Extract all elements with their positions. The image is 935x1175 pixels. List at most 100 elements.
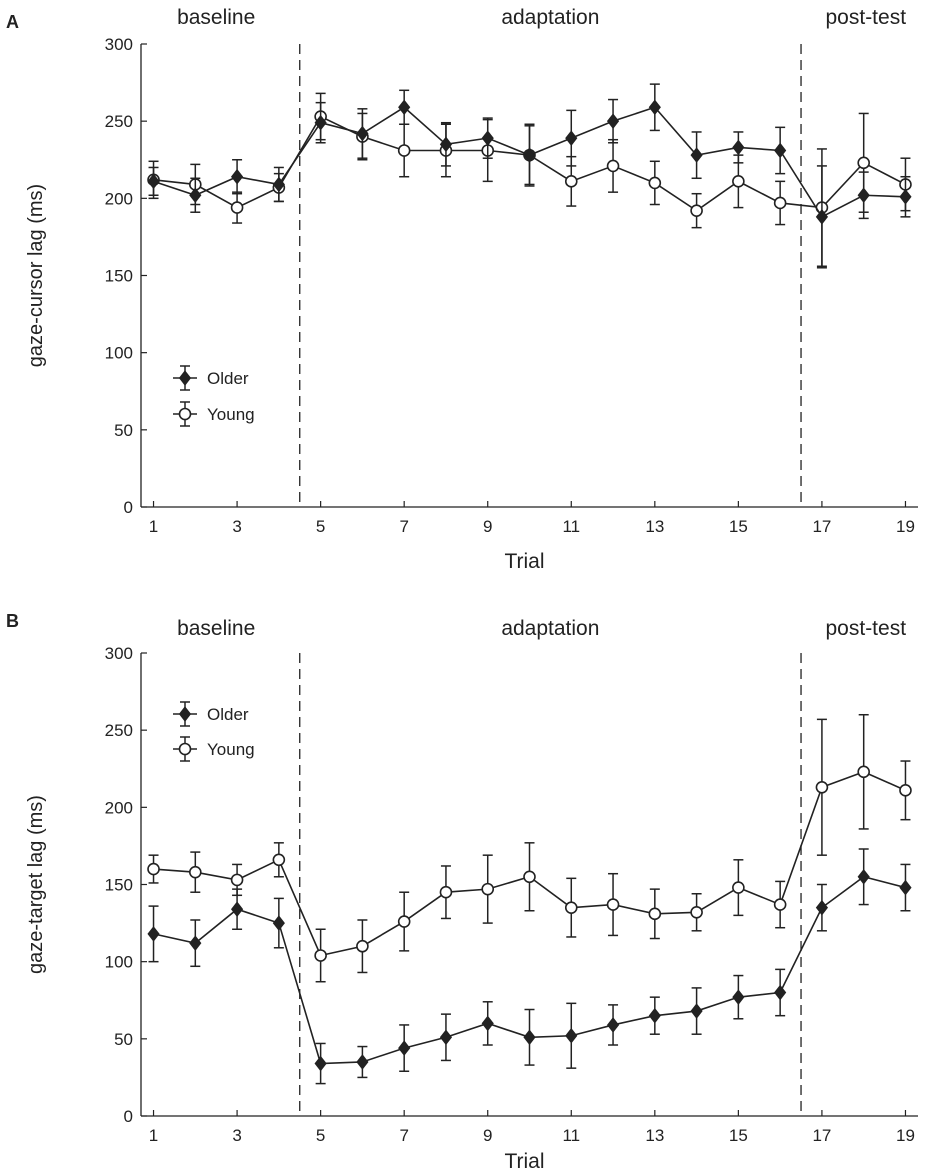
young-point	[564, 175, 578, 188]
young-point	[147, 862, 160, 876]
older-point	[272, 176, 285, 193]
x-tick-label: 5	[316, 517, 325, 536]
older-point	[272, 915, 285, 931]
older-point	[230, 168, 244, 185]
x-tick-label: 9	[483, 1126, 492, 1145]
older-point	[189, 187, 202, 204]
older-point	[147, 173, 160, 190]
y-tick-label: 0	[124, 498, 133, 517]
older-point	[774, 984, 787, 1001]
young-point	[648, 907, 662, 921]
x-tick-label: 17	[812, 1126, 831, 1145]
x-tick-label: 11	[562, 1126, 580, 1145]
y-tick-label: 50	[114, 1030, 133, 1049]
legend-label-young: Young	[207, 405, 255, 424]
legend-label-older: Older	[207, 369, 249, 388]
y-axis-label: gaze-target lag (ms)	[25, 795, 47, 974]
y-tick-label: 100	[105, 344, 133, 363]
phase-label-adaptation: adaptation	[501, 617, 599, 640]
x-tick-label: 7	[399, 1126, 408, 1145]
legend-marker-circle	[178, 742, 192, 756]
older-point	[356, 125, 369, 142]
legend-marker-diamond	[178, 370, 192, 386]
older-point	[774, 142, 787, 159]
young-point	[272, 853, 286, 867]
older-point	[565, 1027, 578, 1044]
older-point	[523, 1029, 536, 1046]
older-point	[481, 1015, 494, 1032]
young-point	[230, 873, 244, 887]
young-point	[690, 204, 703, 217]
x-tick-label: 3	[232, 1126, 241, 1145]
x-tick-label: 11	[562, 517, 580, 536]
y-tick-label: 0	[124, 1107, 133, 1126]
young-point	[732, 175, 745, 188]
y-tick-label: 100	[105, 953, 133, 972]
young-point	[732, 881, 745, 894]
x-axis-label: Trial	[504, 1150, 544, 1173]
phase-label-baseline: baseline	[177, 6, 255, 29]
older-point	[314, 1055, 327, 1072]
older-point	[815, 209, 829, 225]
legend-label-older: Older	[207, 705, 249, 724]
young-point	[690, 905, 703, 919]
legend-label-young: Young	[207, 740, 255, 759]
older-point	[899, 188, 912, 205]
legend-marker-diamond	[178, 706, 192, 722]
older-point	[314, 114, 327, 131]
y-tick-label: 200	[105, 189, 133, 208]
x-tick-label: 19	[896, 1126, 915, 1145]
series-young	[147, 713, 912, 983]
young-point	[648, 176, 662, 190]
x-tick-label: 5	[316, 1126, 325, 1145]
y-tick-label: 250	[105, 721, 133, 740]
legend-marker-circle	[178, 407, 192, 421]
y-tick-label: 250	[105, 112, 133, 131]
older-point	[439, 136, 453, 153]
older-point	[398, 1040, 411, 1056]
y-tick-label: 300	[105, 35, 133, 54]
legend: Older Young	[173, 365, 255, 427]
older-point	[606, 1017, 620, 1033]
young-point	[523, 870, 536, 884]
young-point	[356, 939, 369, 953]
young-point	[606, 159, 620, 173]
older-point	[732, 989, 745, 1005]
young-point	[230, 201, 244, 214]
young-point	[606, 898, 620, 911]
x-tick-label: 9	[483, 517, 492, 536]
x-tick-label: 15	[729, 517, 748, 536]
young-point	[481, 882, 495, 896]
older-point	[523, 147, 536, 163]
x-tick-label: 3	[232, 517, 241, 536]
x-tick-label: 13	[645, 1126, 664, 1145]
phase-label-posttest: post-test	[826, 6, 907, 29]
young-point	[899, 784, 912, 797]
older-point	[147, 926, 160, 942]
series-older	[147, 83, 912, 269]
older-point	[356, 1054, 369, 1070]
x-tick-label: 17	[812, 517, 831, 536]
older-point	[481, 130, 494, 146]
older-point	[189, 935, 202, 951]
older-point	[690, 147, 703, 163]
older-point	[606, 113, 620, 129]
x-tick-label: 1	[149, 517, 158, 536]
older-point	[732, 139, 745, 156]
legend: Older Young	[173, 701, 255, 762]
young-point	[773, 196, 787, 210]
young-point	[773, 898, 787, 911]
young-point	[397, 915, 411, 928]
young-point	[564, 901, 578, 914]
y-tick-label: 200	[105, 798, 133, 817]
older-point	[439, 1029, 453, 1046]
older-point	[857, 187, 870, 204]
older-point	[230, 901, 244, 918]
y-axis-label: gaze-cursor lag (ms)	[25, 184, 47, 367]
older-point	[398, 99, 411, 116]
young-point	[857, 765, 870, 779]
x-axis-label: Trial	[504, 550, 544, 573]
